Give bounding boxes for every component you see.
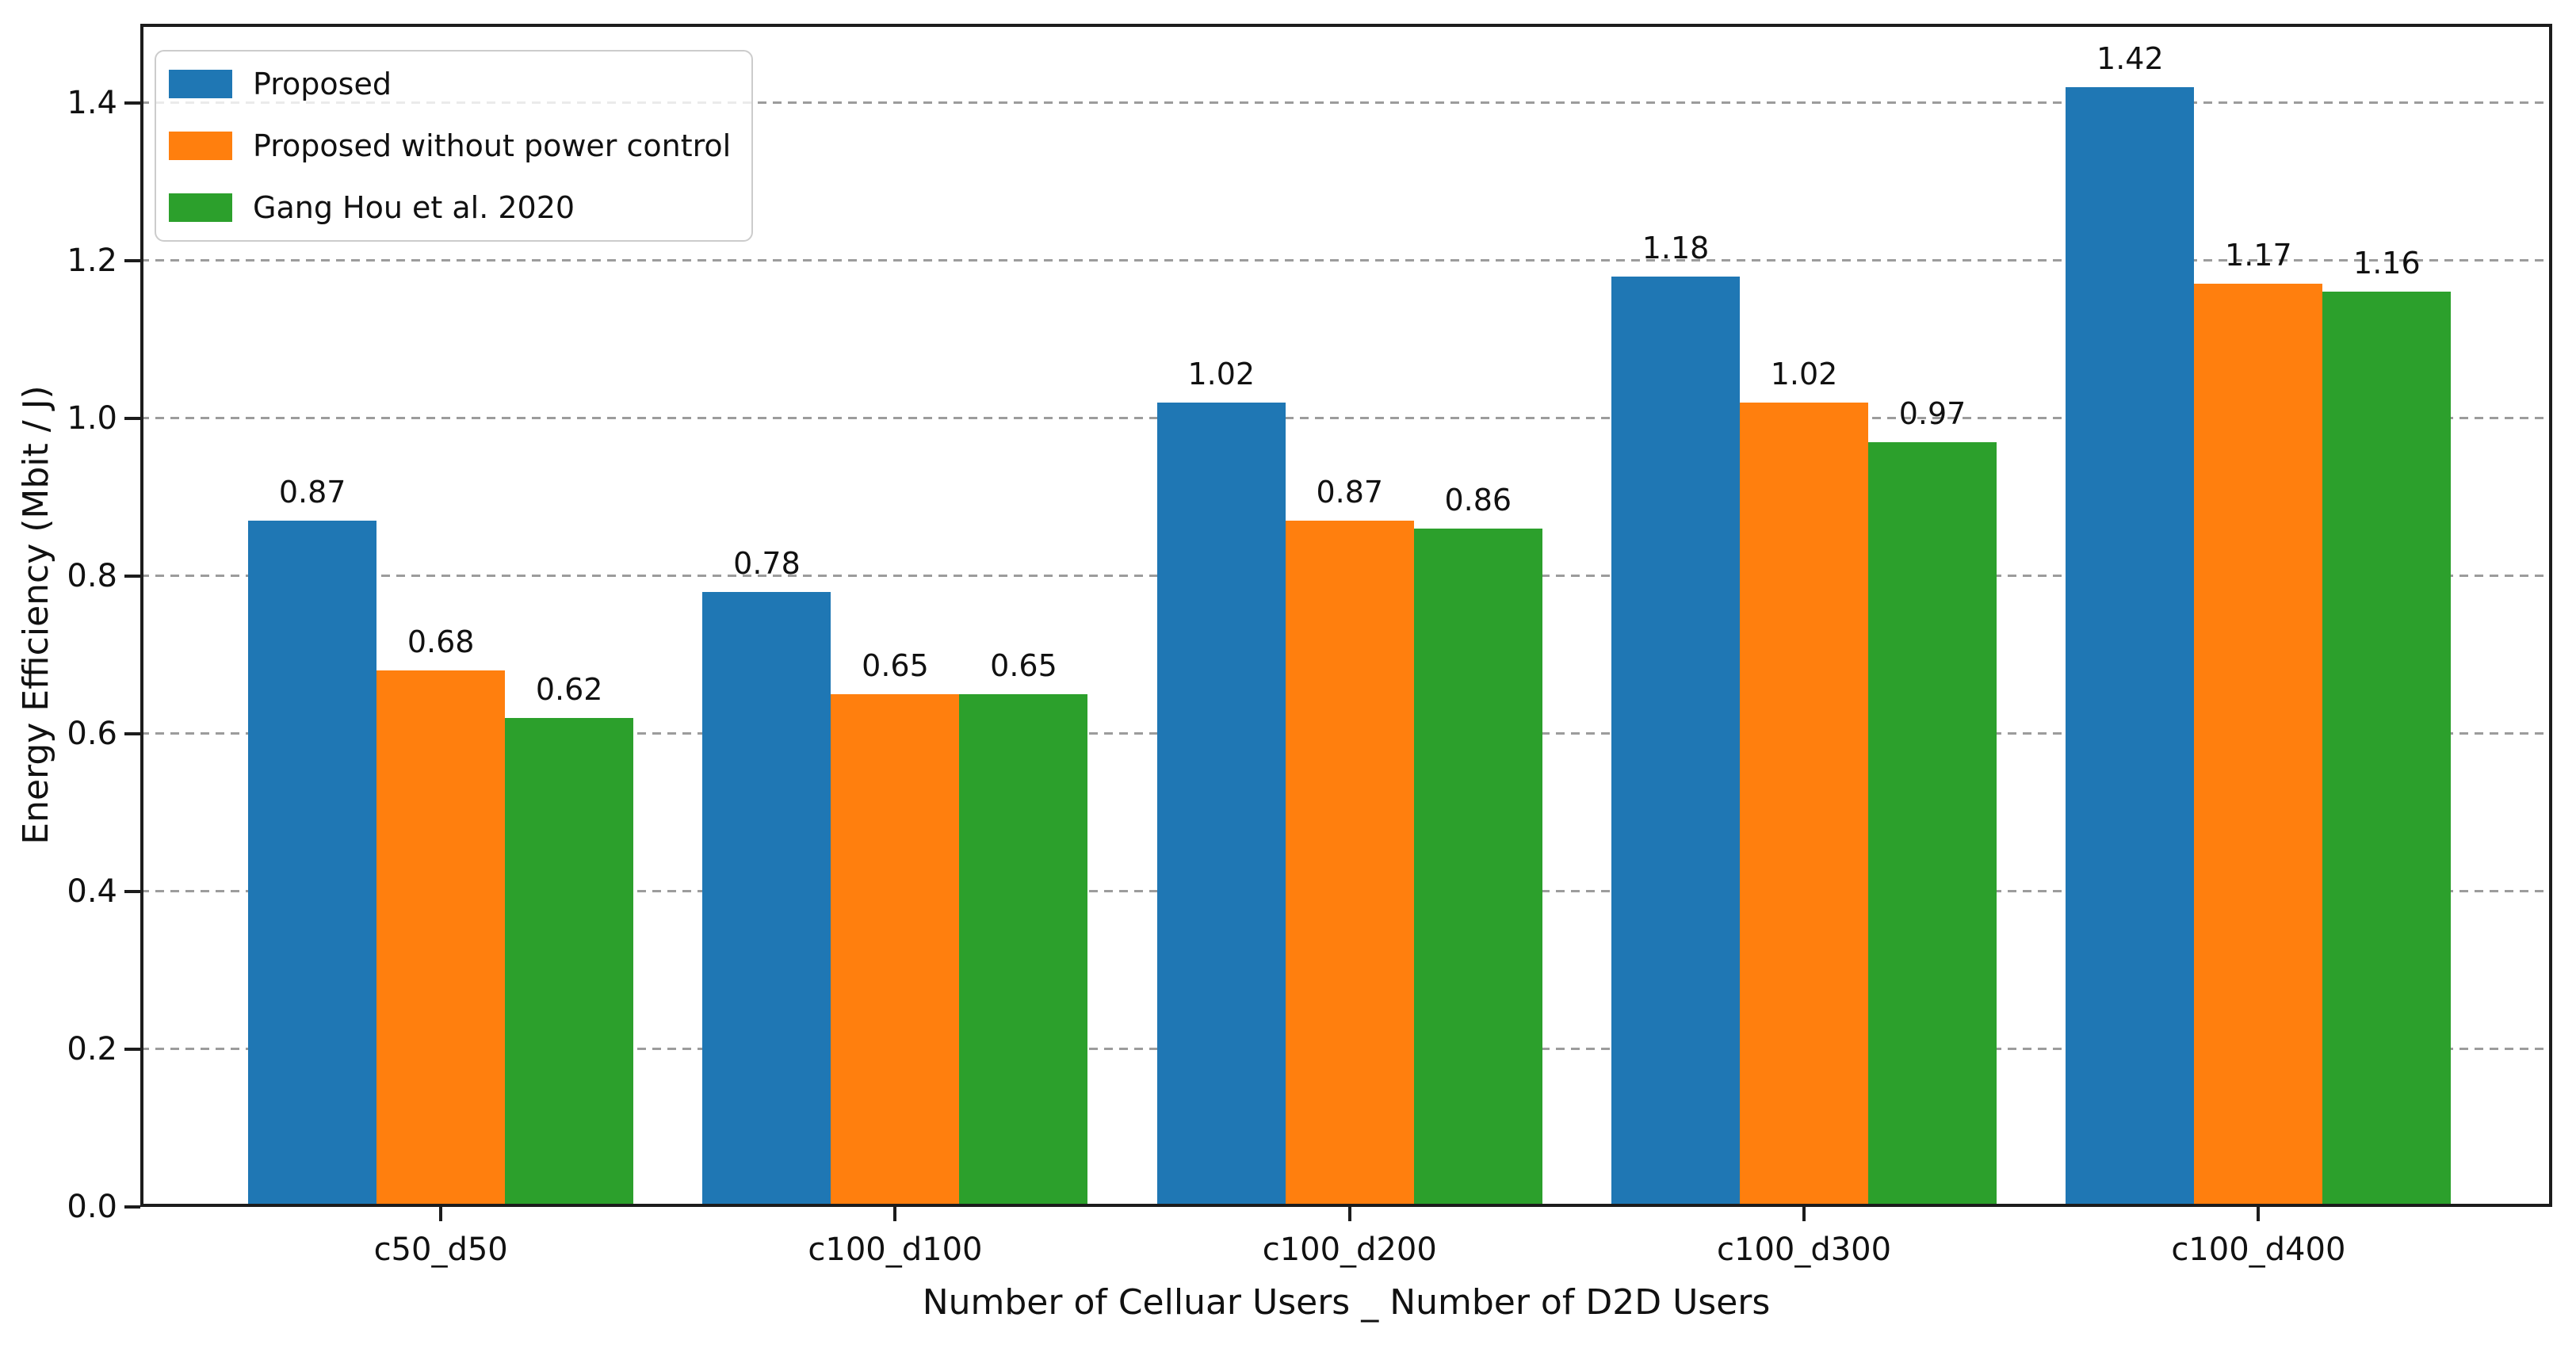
bar-value-label: 0.97	[1898, 395, 1966, 431]
bar-value-label: 1.18	[1642, 230, 1710, 265]
y-tick-label: 1.0	[67, 399, 117, 437]
bar	[959, 694, 1088, 1207]
bar	[505, 717, 634, 1207]
bar	[1868, 441, 1997, 1207]
gridline	[140, 101, 2552, 105]
legend-row: Proposed without power control	[169, 128, 731, 164]
bar	[1740, 402, 1869, 1207]
x-tick-label: c100_d400	[2171, 1232, 2346, 1268]
bar	[1611, 276, 1741, 1207]
gridline	[140, 417, 2552, 420]
x-tick-label: c50_d50	[373, 1232, 508, 1268]
legend-swatch-icon	[169, 70, 232, 98]
y-tick-mark	[124, 258, 140, 262]
bar	[1413, 529, 1542, 1207]
x-tick-mark	[1802, 1207, 1806, 1221]
x-tick-mark	[439, 1207, 443, 1221]
y-tick-mark	[124, 574, 140, 578]
legend-label: Gang Hou et al. 2020	[253, 190, 575, 225]
y-tick-label: 0.0	[67, 1189, 117, 1225]
y-tick-mark	[124, 1047, 140, 1051]
bar-value-label: 1.02	[1187, 356, 1256, 391]
y-tick-label: 0.6	[67, 715, 117, 752]
bar	[2066, 86, 2195, 1207]
bar-value-label: 1.02	[1770, 356, 1838, 391]
bar	[1156, 402, 1286, 1207]
bar-value-label: 0.65	[862, 648, 929, 684]
bar	[2322, 292, 2452, 1207]
bar-value-label: 0.62	[535, 671, 603, 707]
bar-value-label: 0.68	[407, 624, 475, 660]
gridline	[140, 259, 2552, 262]
bar	[376, 670, 506, 1207]
bar-value-label: 0.65	[990, 648, 1057, 684]
x-tick-mark	[1347, 1207, 1351, 1221]
bar	[248, 521, 377, 1207]
bar-value-label: 0.86	[1444, 483, 1512, 517]
x-tick-label: c100_d200	[1262, 1232, 1437, 1268]
bar-value-label: 1.17	[2225, 238, 2292, 273]
bar	[702, 591, 831, 1207]
y-tick-label: 1.2	[67, 242, 117, 279]
y-tick-label: 1.4	[67, 84, 117, 121]
legend-swatch-icon	[169, 132, 232, 160]
x-tick-label: c100_d300	[1717, 1232, 1892, 1268]
y-tick-mark	[124, 416, 140, 420]
y-tick-mark	[124, 101, 140, 105]
bar	[2194, 284, 2323, 1207]
x-tick-label: c100_d100	[808, 1232, 983, 1268]
y-tick-mark	[124, 731, 140, 735]
legend: Proposed Proposed without power control Ga…	[155, 50, 754, 242]
y-tick-mark	[124, 889, 140, 893]
legend-swatch-icon	[169, 193, 232, 222]
y-tick-label: 0.2	[67, 1030, 117, 1067]
x-tick-mark	[893, 1207, 897, 1221]
y-tick-label: 0.4	[67, 873, 117, 910]
bar-value-label: 0.87	[278, 475, 346, 510]
bar-value-label: 0.87	[1316, 475, 1384, 510]
bar	[831, 694, 960, 1207]
x-axis-label: Number of Celluar Users _ Number of D2D …	[922, 1282, 1771, 1323]
bar	[1285, 521, 1414, 1207]
x-tick-mark	[2257, 1207, 2261, 1221]
y-axis-label: Energy Efficiency (Mbit / J)	[16, 385, 56, 845]
legend-label: Proposed without power control	[253, 128, 732, 163]
legend-label: Proposed	[253, 67, 392, 101]
bar-value-label: 0.78	[733, 545, 801, 581]
bar-value-label: 1.16	[2353, 246, 2421, 281]
bar-value-label: 1.42	[2096, 40, 2164, 76]
legend-row: Gang Hou et al. 2020	[169, 189, 731, 226]
y-tick-label: 0.8	[67, 557, 117, 594]
legend-row: Proposed	[169, 66, 731, 102]
y-tick-mark	[124, 1205, 140, 1209]
